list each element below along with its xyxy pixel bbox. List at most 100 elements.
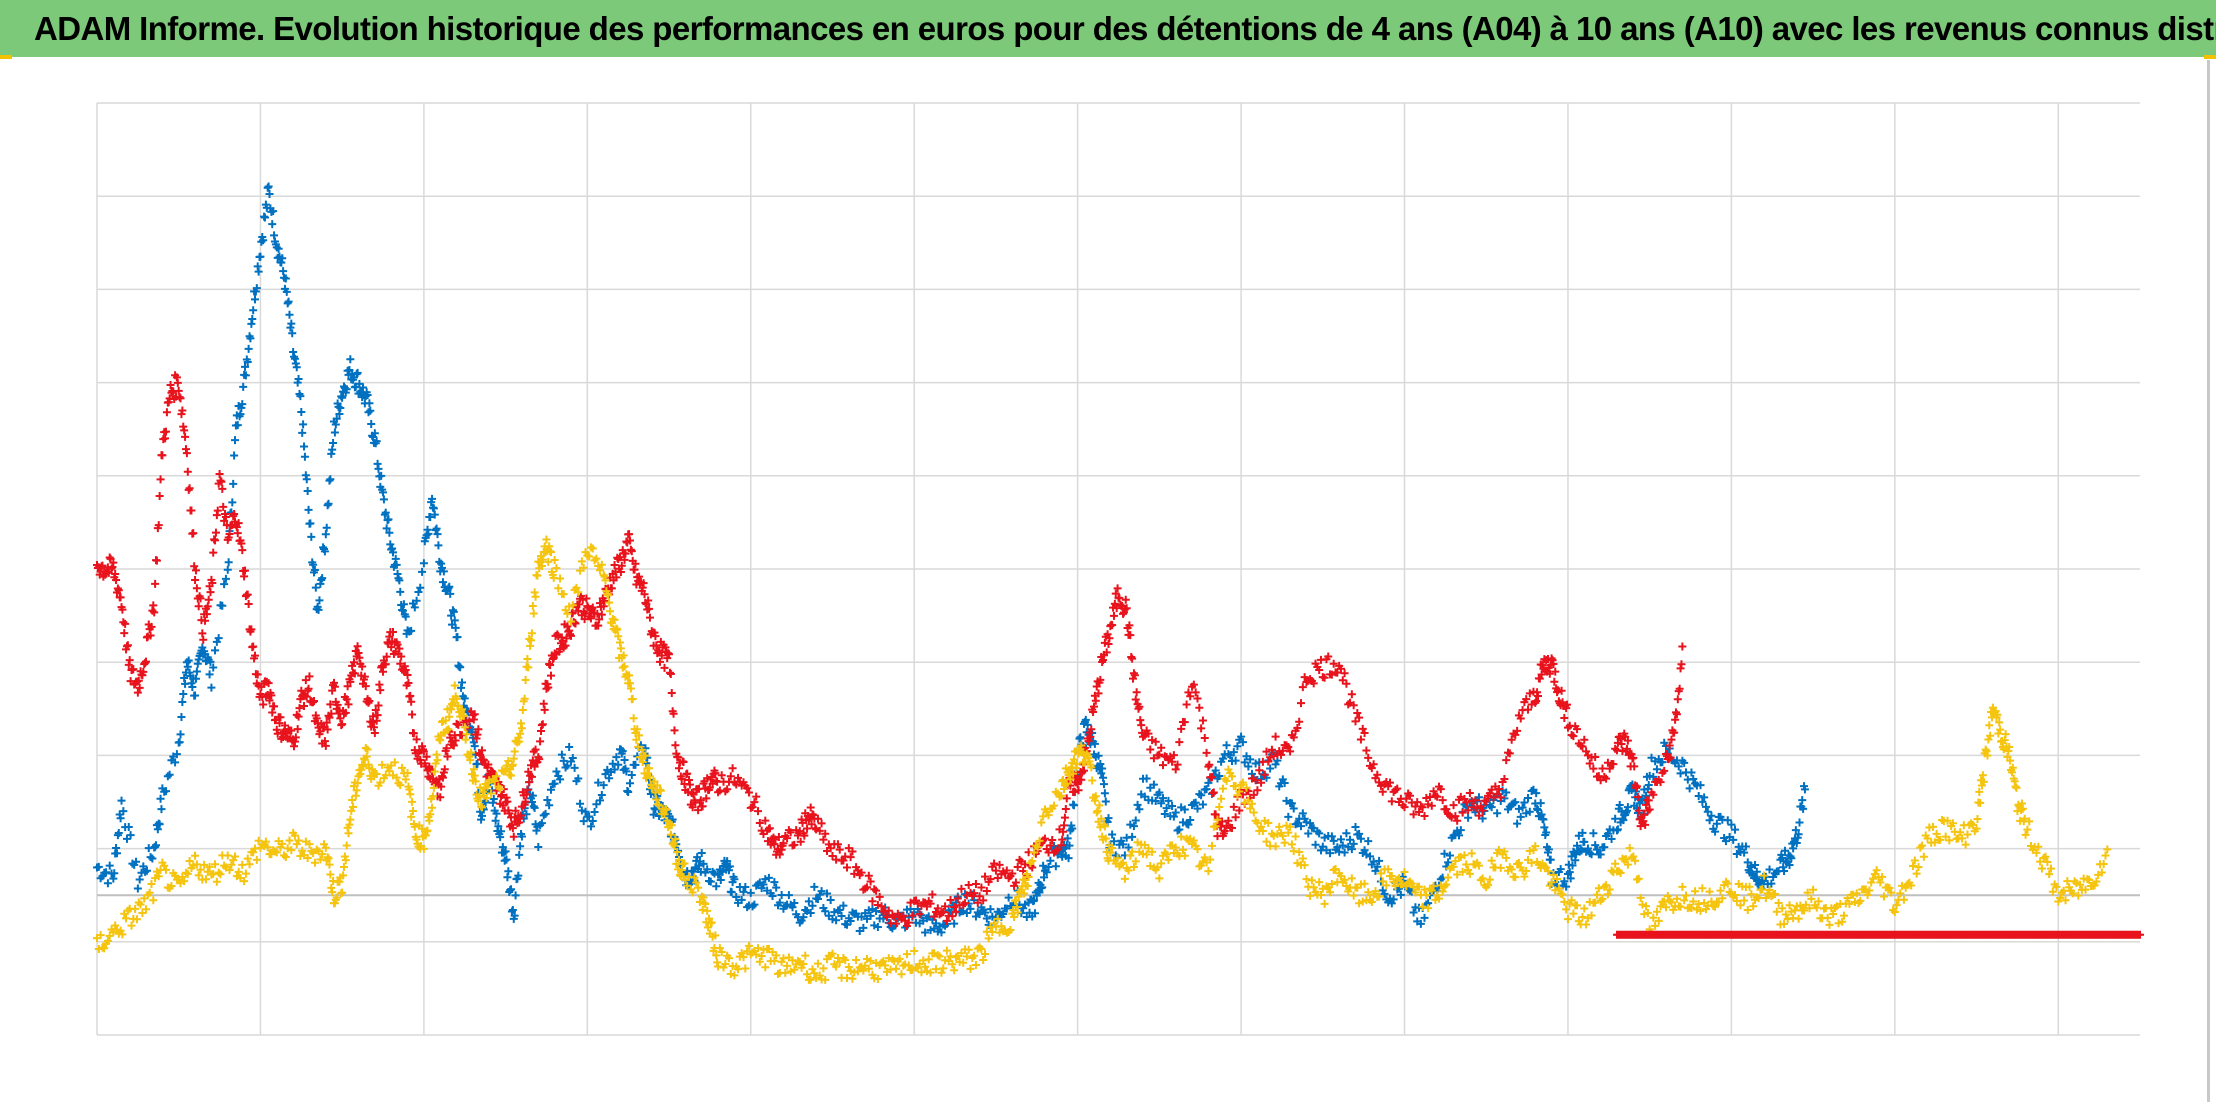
data-point [470,742,479,751]
data-point [267,691,276,700]
data-point [1177,724,1186,733]
data-point [552,767,561,776]
data-point [192,584,201,593]
data-point [1168,757,1177,766]
data-point [1297,699,1306,708]
data-point [990,859,999,868]
data-point [1182,700,1191,709]
data-point [176,730,185,739]
data-point [300,442,309,451]
data-point [1623,736,1632,745]
data-point [304,505,313,514]
data-point [1910,856,1919,865]
data-point [627,547,636,556]
data-point [1158,794,1167,803]
data-point [752,792,761,801]
data-point [910,947,919,956]
data-point [192,860,201,869]
data-point [768,891,777,900]
data-point [1578,912,1587,921]
data-point [1044,863,1053,872]
data-point [550,779,559,788]
data-point [459,711,468,720]
data-point [1707,811,1716,820]
data-point [1605,764,1614,773]
data-point [1132,688,1141,697]
data-point [1551,667,1560,676]
data-point [1736,901,1745,910]
data-point [349,803,358,812]
data-point [1634,874,1643,883]
data-point [1028,857,1037,866]
data-point [707,918,716,927]
data-point [1718,894,1727,903]
data-point [1560,877,1569,886]
data-point [1534,691,1542,700]
data-point [183,467,192,476]
data-point [252,855,261,864]
data-point [873,974,882,983]
data-point [950,919,959,928]
data-point [1169,751,1178,760]
data-point [504,757,513,766]
data-point [325,860,334,869]
data-point [1157,859,1166,868]
data-point [1284,743,1293,752]
data-point [534,842,543,851]
data-point [1247,799,1256,808]
data-point [1577,846,1586,855]
data-point [1162,850,1171,859]
data-point [1197,791,1206,800]
data-point [995,860,1004,869]
data-point [238,400,247,409]
data-point [1677,660,1686,669]
data-point [191,851,200,860]
data-point [228,498,237,507]
data-point [706,877,715,886]
data-point [806,803,815,812]
data-point [256,252,265,261]
data-point [1798,796,1807,805]
data-point [1300,861,1309,870]
data-point [175,738,184,747]
data-point [1090,739,1099,748]
data-point [146,631,155,640]
data-point [306,519,315,528]
data-point [727,888,736,897]
data-point [302,475,311,484]
data-point [458,678,467,687]
data-point [2056,893,2065,902]
data-point [1805,904,1814,913]
data-point [444,725,453,734]
data-point [131,904,140,913]
data-point [470,710,479,719]
data-point [538,720,547,729]
data-point [1645,805,1654,814]
data-point [1573,725,1582,734]
data-point [826,896,835,905]
data-point [570,763,579,772]
data-point [1157,799,1166,808]
data-point [1785,901,1794,910]
data-point [1694,900,1703,909]
data-point [1424,904,1433,913]
data-point [268,220,277,229]
data-point [134,676,143,685]
data-point [657,651,666,660]
data-point [167,882,176,891]
data-point [1070,787,1079,796]
data-point [166,381,175,390]
data-point [1128,654,1137,663]
data-point [1794,914,1803,923]
data-point [1405,791,1414,800]
data-point [1442,805,1451,814]
data-point [828,949,837,958]
data-point [857,868,866,877]
data-point [1244,762,1253,771]
data-point [1513,726,1522,735]
data-point [981,950,990,959]
data-point [717,947,726,956]
data-point [1487,856,1496,865]
data-point [866,911,875,920]
data-point [1206,855,1215,864]
